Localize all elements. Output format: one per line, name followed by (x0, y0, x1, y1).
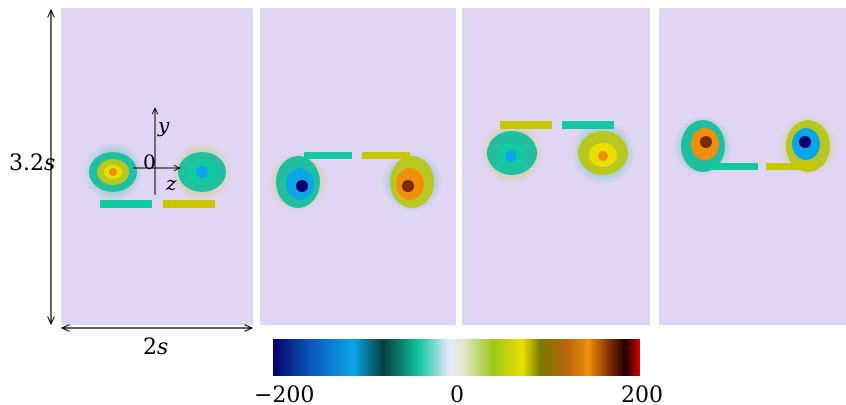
panel-1: y z 0 (61, 8, 253, 325)
colorbar-gradient (273, 339, 640, 376)
colorbar: −200 0 200 (254, 339, 663, 405)
height-label-value: 3.2 (9, 151, 44, 176)
width-dimension: 2s (62, 328, 252, 360)
colorbar-min-label: −200 (254, 383, 314, 405)
height-label-unit: s (44, 151, 55, 176)
svg-text:2s: 2s (143, 335, 168, 360)
panel-4 (659, 8, 846, 325)
axis-y-label: y (157, 113, 170, 137)
width-label-unit: s (157, 335, 168, 360)
width-label-value: 2 (143, 335, 157, 360)
panel-2 (260, 8, 456, 325)
axis-z-label: z (165, 171, 177, 195)
height-dimension: 3.2s (9, 10, 55, 324)
svg-text:3.2s: 3.2s (9, 151, 55, 176)
panel-3 (462, 8, 650, 325)
origin-label: 0 (143, 150, 156, 174)
colorbar-mid-label: 0 (450, 383, 464, 405)
colorbar-max-label: 200 (621, 383, 663, 405)
